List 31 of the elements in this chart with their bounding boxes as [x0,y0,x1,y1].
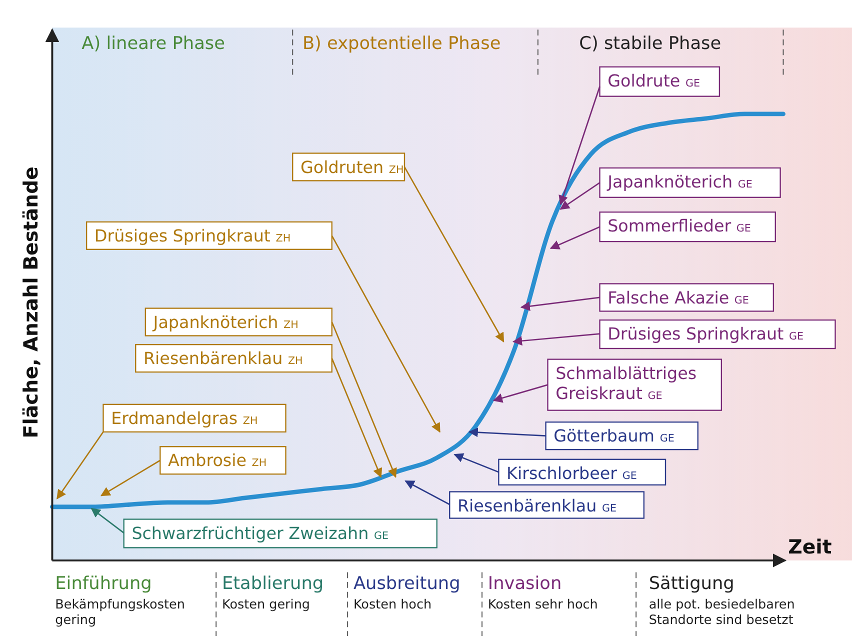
x-axis-title: Zeit [788,536,832,559]
text: Bekämpfungskosten gering [55,598,185,628]
text: Goldrute GE [608,72,700,90]
text: A) lineare Phase [82,34,225,54]
annotation: Sommerflieder GE [608,216,751,236]
text: Einführung [55,574,152,594]
annotation: Riesenbärenklau ZH [143,349,303,368]
text: Etablierung [222,574,324,594]
annotation: Schmalblättriges Greiskraut GE [556,364,697,403]
text: Kosten gering [222,598,310,613]
annotation: Erdmandelgras ZH [111,409,258,428]
annotation: Götterbaum GE [554,426,674,446]
annotation: Drüsiges Springkraut GE [608,324,804,344]
annotation: Japanknöterich ZH [152,312,298,332]
annotation: Drüsiges Springkraut ZH [94,226,291,246]
text: Ausbreitung [353,574,460,594]
text: alle pot. besiedelbaren Standorte sind besetzt [648,598,795,628]
annotation: Riesenbärenklau GE [457,496,616,516]
annotation: Goldruten ZH [300,158,404,177]
text: Sättigung [648,574,734,594]
annotation: Falsche Akazie GE [608,288,749,308]
text: Kosten hoch [353,598,432,613]
text: Kosten sehr hoch [488,598,598,613]
annotation: Ambrosie ZH [168,451,267,470]
annotation: Schwarzfrüchtiger Zweizahn GE [132,524,389,543]
text: C) stabile Phase [579,34,722,54]
text: B) expotentielle Phase [302,34,501,54]
text: Invasion [488,574,562,594]
annotation: Kirschlorbeer GE [506,464,637,483]
annotation: Japanknöterich GE [606,172,752,192]
y-axis-title: Fläche, Anzahl Bestände [20,166,42,438]
